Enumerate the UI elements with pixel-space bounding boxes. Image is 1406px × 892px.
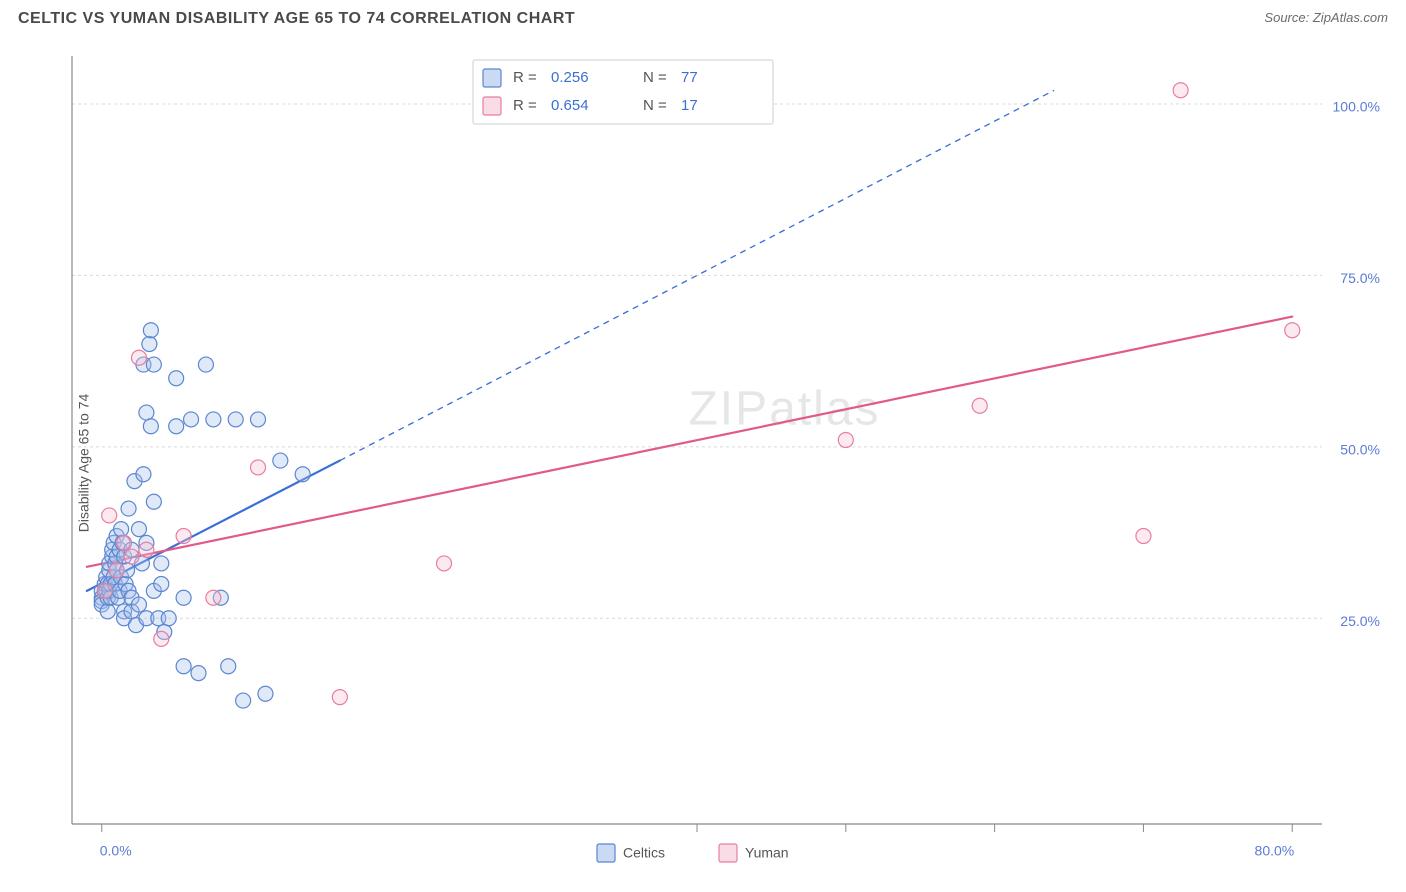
svg-text:50.0%: 50.0% (1340, 442, 1380, 458)
svg-text:77: 77 (681, 69, 698, 86)
svg-text:100.0%: 100.0% (1333, 99, 1380, 115)
y-axis-label: Disability Age 65 to 74 (75, 394, 91, 533)
scatter-chart: ZIPatlas0.0%80.0%25.0%50.0%75.0%100.0%R … (18, 44, 1388, 882)
source-label: Source: (1264, 10, 1309, 25)
svg-text:R =: R = (513, 97, 537, 114)
source-credit: Source: ZipAtlas.com (1264, 10, 1388, 25)
svg-text:75.0%: 75.0% (1340, 270, 1380, 286)
svg-text:Yuman: Yuman (745, 845, 789, 861)
svg-text:0.0%: 0.0% (100, 843, 132, 859)
svg-text:R =: R = (513, 69, 537, 86)
svg-text:80.0%: 80.0% (1255, 843, 1295, 859)
svg-text:N =: N = (643, 97, 667, 114)
svg-text:0.654: 0.654 (551, 97, 589, 114)
source-link[interactable]: ZipAtlas.com (1313, 10, 1388, 25)
svg-text:17: 17 (681, 97, 698, 114)
chart-title: CELTIC VS YUMAN DISABILITY AGE 65 TO 74 … (18, 10, 575, 28)
svg-text:N =: N = (643, 69, 667, 86)
svg-text:Celtics: Celtics (623, 845, 665, 861)
svg-text:25.0%: 25.0% (1340, 613, 1380, 629)
svg-text:0.256: 0.256 (551, 69, 589, 86)
chart-container: Disability Age 65 to 74 ZIPatlas0.0%80.0… (18, 44, 1388, 882)
